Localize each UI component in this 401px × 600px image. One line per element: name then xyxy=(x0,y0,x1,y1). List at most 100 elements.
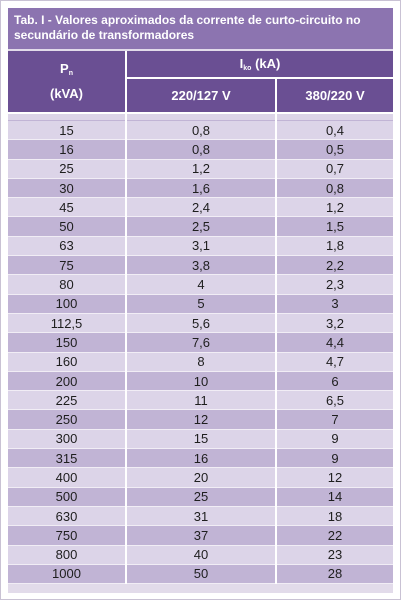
cell-current-220-127: 1,6 xyxy=(126,178,277,199)
table-row: 300 15 9 xyxy=(8,429,393,450)
cell-current-380-220: 1,8 xyxy=(276,236,393,257)
table-row: 250 12 7 xyxy=(8,409,393,430)
cell-current-380-220: 7 xyxy=(276,409,393,430)
cell-power-kva: 30 xyxy=(8,178,127,199)
cell-power-kva: 315 xyxy=(8,448,127,469)
cell-power-kva: 200 xyxy=(8,371,127,392)
cell-current-380-220: 0,5 xyxy=(276,139,393,160)
cell-current-220-127: 40 xyxy=(126,545,277,565)
table-row: 75 3,8 2,2 xyxy=(8,255,393,276)
cell-current-220-127: 0,8 xyxy=(126,120,277,141)
table-row: 400 20 12 xyxy=(8,467,393,488)
table-row: 1000 50 28 xyxy=(8,564,393,585)
table-row: 315 16 9 xyxy=(8,448,393,469)
table-row: 500 25 14 xyxy=(8,487,393,507)
table-row: 160 8 4,7 xyxy=(8,352,393,372)
cell-current-220-127: 20 xyxy=(126,467,277,488)
cell-current-380-220: 12 xyxy=(276,467,393,488)
cell-current-380-220: 0,8 xyxy=(276,178,393,199)
cell-power-kva: 112,5 xyxy=(8,313,127,334)
cell-current-380-220: 2,2 xyxy=(276,255,393,276)
cell-current-220-127: 5,6 xyxy=(126,313,277,334)
cell-power-kva: 225 xyxy=(8,390,127,411)
cell-power-kva: 75 xyxy=(8,255,127,276)
cell-current-220-127: 2,5 xyxy=(126,216,277,237)
table-row: 630 31 18 xyxy=(8,506,393,527)
table-row: 112,5 5,6 3,2 xyxy=(8,313,393,334)
header-power-symbol: P xyxy=(60,61,69,76)
cell-current-380-220: 1,2 xyxy=(276,197,393,218)
cell-current-380-220: 4,7 xyxy=(276,352,393,372)
cell-current-220-127: 10 xyxy=(126,371,277,392)
spacer-row xyxy=(8,113,393,121)
header-power-unit: (kVA) xyxy=(50,86,83,101)
cell-current-220-127: 5 xyxy=(126,294,277,314)
table-row: 16 0,8 0,5 xyxy=(8,139,393,160)
table-body: 15 0,8 0,4 16 0,8 0,5 25 1,2 0,7 30 1,6 0,8 45 2,4 1,2… xyxy=(8,113,393,585)
cell-power-kva: 45 xyxy=(8,197,127,218)
cell-power-kva: 16 xyxy=(8,139,127,160)
cell-current-220-127: 11 xyxy=(126,390,277,411)
cell-current-380-220: 3,2 xyxy=(276,313,393,334)
caption-line-2: secundário de transformadores xyxy=(14,28,195,42)
table-row: 800 40 23 xyxy=(8,545,393,565)
cell-power-kva: 80 xyxy=(8,274,127,295)
cell-current-380-220: 1,5 xyxy=(276,216,393,237)
table-row: 100 5 3 xyxy=(8,294,393,314)
header-current-subscript: ko xyxy=(243,65,252,72)
cell-current-380-220: 18 xyxy=(276,506,393,527)
table-panel: Tab. I - Valores aproximados da corrente… xyxy=(8,8,393,593)
cell-power-kva: 300 xyxy=(8,429,127,450)
header-current-unit: (kA) xyxy=(251,56,281,71)
table-row: 25 1,2 0,7 xyxy=(8,159,393,179)
cell-current-220-127: 1,2 xyxy=(126,159,277,179)
cell-current-380-220: 0,7 xyxy=(276,159,393,179)
table-row: 15 0,8 0,4 xyxy=(8,120,393,141)
header-power-subscript: n xyxy=(68,70,73,77)
cell-power-kva: 63 xyxy=(8,236,127,257)
cell-current-380-220: 22 xyxy=(276,525,393,546)
cell-current-220-127: 2,4 xyxy=(126,197,277,218)
table-row: 750 37 22 xyxy=(8,525,393,546)
cell-power-kva: 1000 xyxy=(8,564,127,585)
cell-current-220-127: 12 xyxy=(126,409,277,430)
cell-current-220-127: 37 xyxy=(126,525,277,546)
cell-current-380-220: 9 xyxy=(276,448,393,469)
header-current: Iko (kA) xyxy=(126,51,393,79)
cell-power-kva: 800 xyxy=(8,545,127,565)
cell-current-380-220: 23 xyxy=(276,545,393,565)
cell-current-220-127: 3,8 xyxy=(126,255,277,276)
cell-current-380-220: 9 xyxy=(276,429,393,450)
cell-power-kva: 160 xyxy=(8,352,127,372)
cell-current-380-220: 28 xyxy=(276,564,393,585)
header-power: Pn (kVA) xyxy=(8,51,127,114)
table-row: 30 1,6 0,8 xyxy=(8,178,393,199)
cell-current-220-127: 31 xyxy=(126,506,277,527)
cell-power-kva: 15 xyxy=(8,120,127,141)
table-row: 50 2,5 1,5 xyxy=(8,216,393,237)
cell-current-220-127: 50 xyxy=(126,564,277,585)
table-row: 45 2,4 1,2 xyxy=(8,197,393,218)
cell-current-380-220: 2,3 xyxy=(276,274,393,295)
cell-current-220-127: 8 xyxy=(126,352,277,372)
cell-power-kva: 750 xyxy=(8,525,127,546)
cell-power-kva: 500 xyxy=(8,487,127,507)
cell-power-kva: 630 xyxy=(8,506,127,527)
table-row: 225 11 6,5 xyxy=(8,390,393,411)
cell-current-380-220: 6 xyxy=(276,371,393,392)
table-caption: Tab. I - Valores aproximados da corrente… xyxy=(8,8,393,49)
cell-current-220-127: 15 xyxy=(126,429,277,450)
table-row: 63 3,1 1,8 xyxy=(8,236,393,257)
cell-current-380-220: 14 xyxy=(276,487,393,507)
cell-current-220-127: 3,1 xyxy=(126,236,277,257)
table-row: 200 10 6 xyxy=(8,371,393,392)
cell-power-kva: 100 xyxy=(8,294,127,314)
short-circuit-table: Pn (kVA) Iko (kA) 220/127 V 380/220 V 15… xyxy=(8,51,393,585)
cell-current-380-220: 6,5 xyxy=(276,390,393,411)
cell-power-kva: 150 xyxy=(8,332,127,353)
cell-current-380-220: 4,4 xyxy=(276,332,393,353)
cell-power-kva: 25 xyxy=(8,159,127,179)
cell-current-220-127: 0,8 xyxy=(126,139,277,160)
cell-current-220-127: 4 xyxy=(126,274,277,295)
